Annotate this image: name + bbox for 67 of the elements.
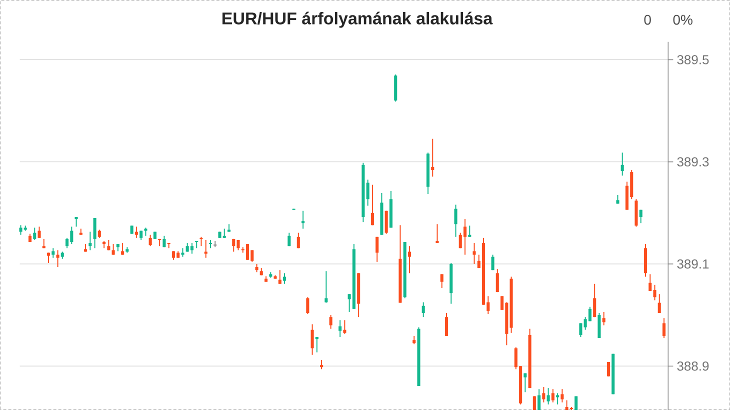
candlestick (579, 322, 582, 338)
candlestick (278, 270, 282, 285)
candlestick (440, 274, 444, 289)
y-tick-label: 388.9 (677, 362, 709, 371)
candlestick (296, 232, 300, 249)
text: 0 (644, 15, 651, 26)
text: 0% (673, 15, 692, 26)
candlestick (496, 268, 499, 293)
candlestick (306, 296, 310, 315)
candlestick (310, 324, 314, 356)
candlestick (190, 242, 194, 254)
y-tick-label: 389.3 (677, 157, 709, 167)
candlestick (422, 302, 425, 318)
candlestick (463, 218, 467, 256)
candlestick (320, 360, 324, 370)
candlestick (283, 272, 286, 285)
candlestick (593, 284, 596, 318)
candlestick (491, 254, 494, 271)
candlestick (472, 242, 476, 265)
y-tick-label: 389.5 (677, 55, 709, 65)
candlestick (370, 184, 374, 226)
candlestick (338, 320, 342, 338)
candlestick (556, 392, 560, 406)
candlestick (662, 318, 666, 339)
candlestick (93, 218, 96, 249)
candlestick (602, 312, 606, 326)
candlestick (560, 388, 564, 404)
candlestick (324, 270, 328, 304)
candlestick (343, 320, 346, 335)
candlestick (329, 314, 332, 330)
candlestick (431, 138, 434, 178)
candlestick (454, 204, 458, 238)
candlestick (551, 388, 554, 404)
candlestick (620, 152, 624, 176)
candlestick (639, 210, 642, 224)
candlestick (546, 388, 550, 406)
candlestick (74, 216, 78, 228)
candlestick (532, 396, 536, 411)
candlestick (376, 236, 379, 263)
candlestick (52, 248, 55, 259)
candlestick (444, 312, 448, 337)
candlestick (658, 294, 661, 314)
candlestick (436, 224, 439, 244)
candlestick (56, 250, 60, 268)
candlestick (542, 386, 546, 404)
candlestick (88, 232, 92, 251)
candlestick (246, 244, 250, 261)
candlestick (134, 226, 138, 239)
candlestick (598, 312, 601, 339)
candlestick (384, 210, 388, 235)
candlestick (524, 372, 527, 393)
candlestick (200, 236, 203, 247)
candlestick (288, 232, 291, 247)
candlestick (606, 362, 610, 378)
candlestick (46, 252, 50, 264)
candlestick (574, 396, 578, 411)
candlestick (204, 240, 208, 259)
candlestick (302, 210, 305, 230)
chart-title: EUR/HUF árfolyamának alakulása (222, 12, 493, 28)
candlestick (366, 179, 370, 206)
candlestick (315, 336, 318, 354)
candlestick (148, 234, 152, 247)
candlestick (140, 230, 143, 241)
y-tick-label: 389.1 (677, 260, 709, 269)
candlestick (538, 388, 541, 411)
candlestick (408, 246, 412, 274)
candlestick (33, 227, 36, 241)
